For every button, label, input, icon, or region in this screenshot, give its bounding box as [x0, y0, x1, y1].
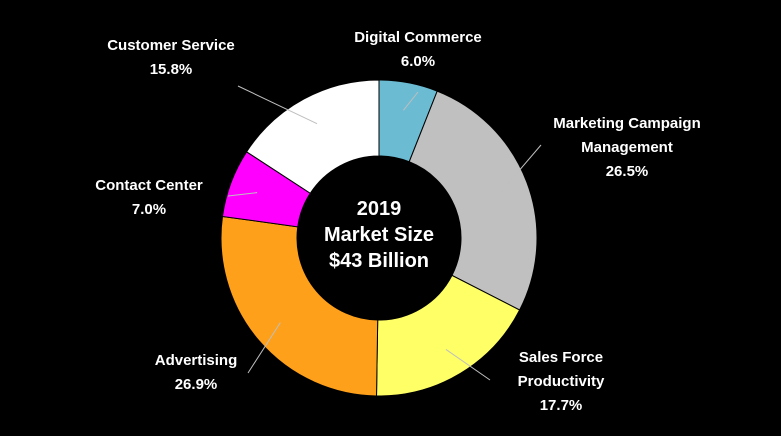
slice-percent: 6.0%: [400, 53, 436, 70]
slice-marketing-campaign-management: [408, 90, 538, 311]
donut-slices: [220, 79, 538, 397]
slice-name-line-2: Productivity: [517, 373, 605, 390]
slice-label-sales-force-productivity: Sales Force Productivity 17.7%: [491, 346, 631, 418]
slice-name: Digital Commerce: [354, 29, 482, 46]
slice-percent: 26.5%: [605, 163, 649, 180]
slice-label-advertising: Advertising 26.9%: [131, 349, 261, 397]
center-title: Market Size: [323, 224, 435, 246]
slice-label-marketing-campaign-management: Marketing Campaign Management 26.5%: [527, 112, 727, 184]
center-value: $43 Billion: [328, 250, 430, 272]
slice-percent: 26.9%: [174, 376, 218, 393]
leader-line-contact-center: [227, 192, 258, 197]
slice-name-line-2: Management: [581, 139, 673, 156]
slice-name-line-1: Marketing Campaign: [553, 115, 701, 132]
slice-advertising: [220, 215, 379, 397]
slice-name: Customer Service: [107, 37, 235, 54]
slice-percent: 17.7%: [539, 397, 583, 414]
slice-label-digital-commerce: Digital Commerce 6.0%: [318, 26, 518, 74]
leader-line-sales-force-productivity: [445, 349, 491, 381]
slice-label-customer-service: Customer Service 15.8%: [86, 34, 256, 82]
slice-name: Advertising: [154, 352, 238, 369]
center-label: 2019 Market Size $43 Billion: [299, 196, 459, 274]
slice-percent: 7.0%: [131, 201, 167, 218]
slice-customer-service: [245, 79, 380, 194]
center-year: 2019: [356, 198, 402, 220]
slice-name: Contact Center: [95, 177, 203, 194]
leader-line-digital-commerce: [402, 91, 419, 111]
leader-line-advertising: [247, 322, 281, 374]
leader-lines: [227, 85, 542, 381]
leader-line-customer-service: [237, 85, 318, 125]
slice-label-contact-center: Contact Center 7.0%: [74, 174, 224, 222]
leader-line-marketing-campaign-management: [500, 144, 542, 193]
slice-percent: 15.8%: [149, 61, 193, 78]
slice-name-line-1: Sales Force: [518, 349, 604, 366]
